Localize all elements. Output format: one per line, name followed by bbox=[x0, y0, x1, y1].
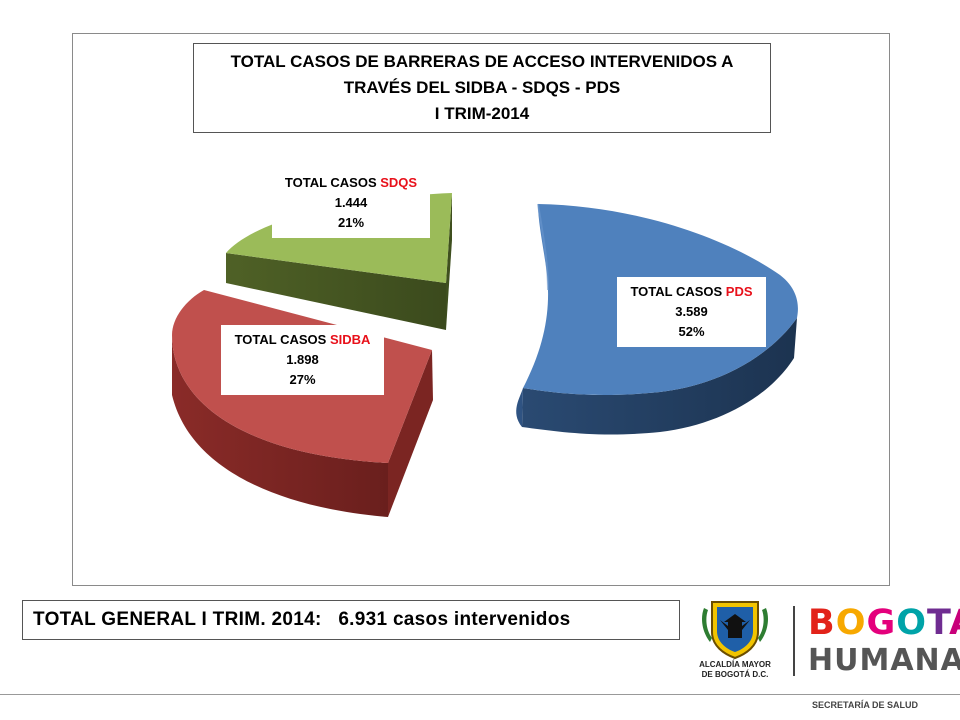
brand-letter: T bbox=[926, 603, 950, 643]
pds-slice-side bbox=[522, 318, 797, 435]
brand-humana: HUMANA bbox=[808, 643, 960, 678]
total-general-label: TOTAL GENERAL I TRIM. 2014: bbox=[33, 609, 322, 630]
chart-title-line-1: TOTAL CASOS DE BARRERAS DE ACCESO INTERV… bbox=[230, 52, 734, 71]
brand-letter: O bbox=[896, 603, 927, 643]
total-general-value: 6.931 casos intervenidos bbox=[321, 609, 571, 630]
brand-letter: Á bbox=[949, 603, 960, 643]
brand-letter: O bbox=[835, 603, 867, 643]
label-percent: 27% bbox=[289, 372, 316, 387]
label-percent: 21% bbox=[337, 215, 365, 230]
data-label-sdqs: TOTAL CASOS SDQS 1.444 21% bbox=[272, 168, 430, 238]
label-series-name: PDS bbox=[725, 284, 753, 299]
label-value: 1.898 bbox=[286, 352, 319, 367]
total-general-box: TOTAL GENERAL I TRIM. 2014: 6.931 casos … bbox=[22, 600, 680, 640]
sidba-slice-side bbox=[172, 335, 388, 517]
label-prefix: TOTAL CASOS bbox=[284, 175, 381, 190]
brand-letter: B bbox=[808, 603, 836, 643]
sdqs-slice-cut bbox=[446, 193, 452, 330]
brand-letter: G bbox=[866, 603, 897, 643]
logo-divider bbox=[793, 606, 795, 676]
crest-line-2: DE BOGOTÁ D.C. bbox=[701, 670, 769, 679]
label-prefix: TOTAL CASOS bbox=[630, 284, 726, 299]
chart-title-line-2: TRAVÉS DEL SIDBA - SDQS - PDS bbox=[343, 78, 621, 97]
label-value: 3.589 bbox=[675, 304, 708, 319]
bogota-crest-icon bbox=[702, 601, 768, 660]
label-series-name: SIDBA bbox=[329, 332, 371, 347]
brand-bogota: BOGOTÁ bbox=[808, 604, 960, 642]
chart-title: TOTAL CASOS DE BARRERAS DE ACCESO INTERV… bbox=[193, 43, 771, 133]
data-label-pds: TOTAL CASOS PDS 3.589 52% bbox=[617, 277, 766, 347]
department-label: SECRETARÍA DE SALUD bbox=[812, 700, 919, 710]
label-prefix: TOTAL CASOS bbox=[234, 332, 330, 347]
label-series-name: SDQS bbox=[380, 175, 418, 190]
crest-line-1: ALCALDÍA MAYOR bbox=[699, 660, 771, 669]
sidba-slice-cut bbox=[388, 350, 433, 517]
bottom-rule bbox=[0, 694, 960, 695]
label-value: 1.444 bbox=[334, 195, 368, 210]
sdqs-slice-side bbox=[226, 253, 446, 330]
pds-slice-cut bbox=[516, 388, 523, 427]
data-label-sidba: TOTAL CASOS SIDBA 1.898 27% bbox=[221, 325, 384, 395]
alcaldia-logo: ALCALDÍA MAYOR DE BOGOTÁ D.C. bbox=[690, 598, 780, 682]
label-percent: 52% bbox=[678, 324, 705, 339]
chart-title-line-3: I TRIM-2014 bbox=[434, 104, 530, 123]
